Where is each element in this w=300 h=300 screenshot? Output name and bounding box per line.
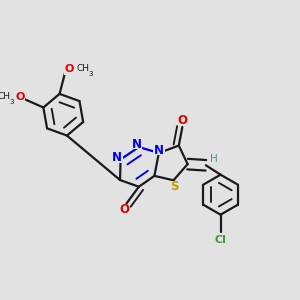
Text: CH: CH [76, 64, 90, 73]
Text: Cl: Cl [214, 235, 226, 245]
Text: N: N [112, 152, 122, 164]
Bar [130, 139, 142, 149]
Text: S: S [170, 180, 179, 193]
Text: O: O [16, 92, 25, 102]
Text: O: O [119, 203, 129, 217]
Text: N: N [131, 138, 142, 151]
Bar [119, 205, 129, 215]
Text: N: N [154, 143, 164, 157]
Text: 3: 3 [9, 99, 14, 105]
Text: O: O [64, 64, 74, 74]
Text: O: O [177, 114, 187, 127]
Bar [177, 116, 188, 125]
Bar [16, 92, 25, 103]
Bar [213, 235, 228, 245]
Text: CH: CH [0, 92, 11, 101]
Bar [153, 145, 165, 155]
Bar [111, 153, 123, 163]
Bar [169, 181, 180, 191]
Bar [64, 65, 73, 75]
Text: 3: 3 [88, 70, 93, 76]
Text: H: H [210, 154, 218, 164]
